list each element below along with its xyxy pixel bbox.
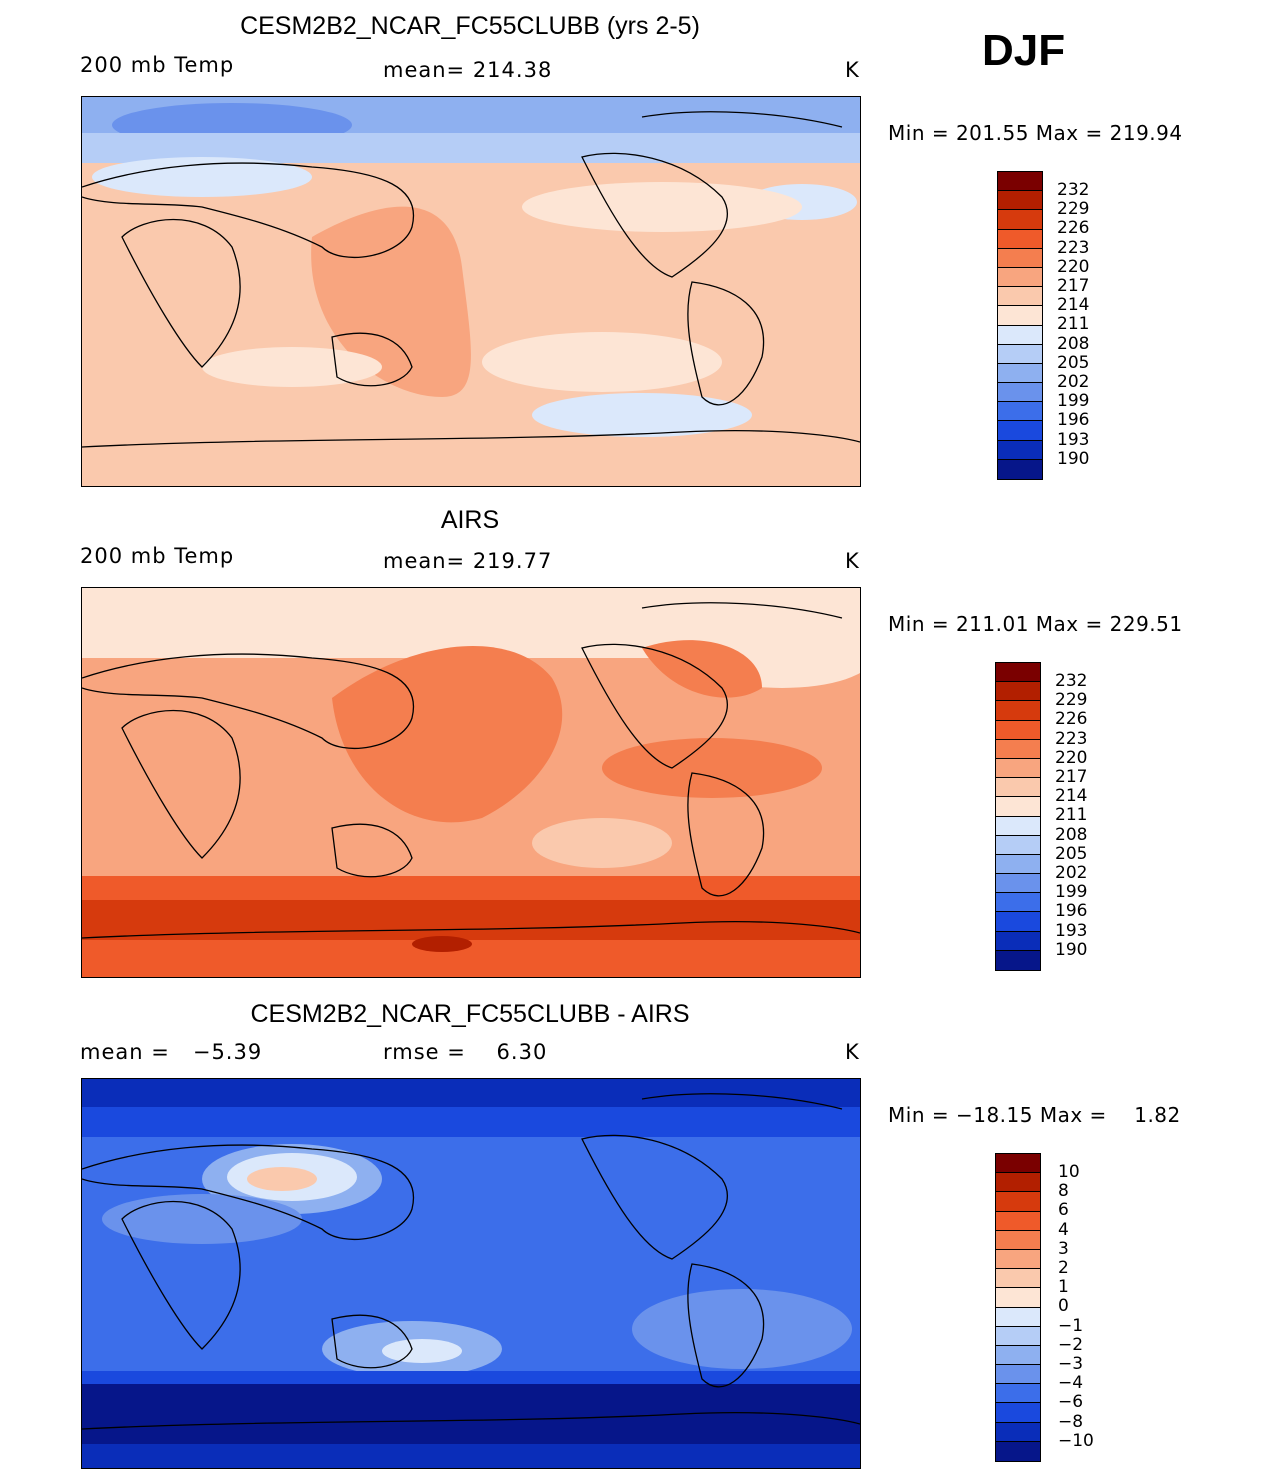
map1-coastlines	[82, 111, 860, 448]
map2-max-core	[412, 936, 472, 952]
panel3-title: CESM2B2_NCAR_FC55CLUBB - AIRS	[250, 1000, 690, 1028]
panel3-map	[81, 1078, 861, 1469]
cbar1-tick: 193	[1057, 429, 1090, 450]
panel3-units: K	[845, 1040, 860, 1064]
cbar3-tick: 3	[1058, 1238, 1069, 1259]
panel1-mean-label: mean= 214.38	[383, 58, 553, 82]
cbar2-tick: 196	[1055, 901, 1088, 922]
cbar1-tick: 223	[1057, 237, 1090, 258]
cbar2-tick: 208	[1055, 824, 1088, 845]
map3-samerica-patch	[632, 1289, 852, 1369]
panel1-variable-label: 200 mb Temp	[80, 53, 235, 77]
panel3-rmse-label: rmse = 6.30	[383, 1040, 548, 1064]
map3-so-band-2	[82, 1384, 860, 1444]
cbar1-tick: 229	[1057, 199, 1090, 220]
map1-pale-patch-io	[202, 347, 382, 387]
cbar1-tick: 226	[1057, 218, 1090, 239]
cbar1-tick: 217	[1057, 276, 1090, 297]
cbar3-tick: −4	[1058, 1373, 1084, 1394]
map2-warm-pool	[332, 645, 563, 823]
cbar2-tick: 220	[1055, 747, 1088, 768]
cbar3-tick: −3	[1058, 1354, 1084, 1375]
cbar2-tick: 205	[1055, 843, 1088, 864]
cbar3-tick: 4	[1058, 1219, 1069, 1240]
panel1-map	[81, 96, 861, 487]
cbar2-tick: 190	[1055, 939, 1088, 960]
cbar2-tick: 211	[1055, 805, 1088, 826]
map2-pale-patch-sp	[532, 818, 672, 868]
cbar3-tick: −10	[1058, 1430, 1094, 1451]
cbar2-tick: 193	[1055, 920, 1088, 941]
panel3-minmax: Min = −18.15 Max = 1.82	[888, 1103, 1181, 1127]
panel2-variable-label: 200 mb Temp	[80, 544, 235, 568]
season-label: DJF	[982, 26, 1066, 75]
panel2-colorbar	[995, 662, 1041, 971]
cbar2-tick: 226	[1055, 709, 1088, 730]
panel2-colorbar-ticks: 232 229 226 223 220 217 214 211 208 205 202 19…	[1055, 671, 1088, 960]
cbar1-tick: 205	[1057, 352, 1090, 373]
panel2-title: AIRS	[440, 506, 500, 534]
map1-cold-patch-so	[532, 393, 752, 437]
map3-africa-patch	[102, 1194, 302, 1244]
cbar3-tick: −1	[1058, 1315, 1084, 1336]
panel1-units: K	[845, 58, 860, 82]
cbar2-tick: 223	[1055, 728, 1088, 749]
cbar2-tick: 217	[1055, 767, 1088, 788]
cbar2-tick: 229	[1055, 690, 1088, 711]
map1-cold-patch-asia	[92, 157, 312, 197]
cbar3-tick: 10	[1058, 1162, 1080, 1182]
cbar2-tick: 214	[1055, 786, 1088, 807]
cbar3-tick: 0	[1058, 1296, 1069, 1317]
cbar3-tick: 1	[1058, 1277, 1069, 1298]
cbar3-tick: −6	[1058, 1392, 1084, 1413]
cbar3-tick: 8	[1058, 1181, 1069, 1202]
panel1-title: CESM2B2_NCAR_FC55CLUBB (yrs 2-5)	[240, 12, 700, 40]
cbar1-tick: 199	[1057, 391, 1090, 412]
cbar3-tick: −2	[1058, 1334, 1084, 1355]
cbar1-tick: 211	[1057, 314, 1090, 335]
cbar2-tick: 199	[1055, 882, 1088, 903]
cbar3-tick: 6	[1058, 1200, 1069, 1221]
cbar3-tick: 2	[1058, 1258, 1069, 1279]
cbar1-tick: 208	[1057, 333, 1090, 354]
cbar1-tick: 214	[1057, 295, 1090, 316]
map1-antarctic-band	[82, 442, 860, 486]
cbar1-tick: 220	[1057, 256, 1090, 277]
panel3-mean-label: mean = −5.39	[80, 1040, 263, 1064]
map2-coastlines	[82, 602, 860, 939]
map1-warm-pool	[311, 206, 471, 397]
cbar2-tick: 232	[1055, 671, 1088, 691]
map2-warm-patch-samerica	[602, 738, 822, 798]
panel2-minmax: Min = 211.01 Max = 229.51	[888, 612, 1183, 636]
cbar1-tick: 232	[1057, 180, 1090, 200]
cbar1-tick: 202	[1057, 372, 1090, 393]
panel2-map	[81, 587, 861, 978]
map2-warm-patch-na	[642, 640, 762, 698]
cbar3-tick: −8	[1058, 1411, 1084, 1432]
panel1-minmax: Min = 201.55 Max = 219.94	[888, 121, 1183, 145]
map3-australia-core	[382, 1339, 462, 1363]
map1-pale-patch-sp	[482, 332, 722, 392]
map3-asia-patch-core	[247, 1167, 317, 1191]
map3-subpolar-band	[82, 1107, 860, 1137]
panel2-units: K	[845, 549, 860, 573]
cbar2-tick: 202	[1055, 863, 1088, 884]
cbar1-tick: 196	[1057, 410, 1090, 431]
panel3-colorbar	[995, 1153, 1041, 1462]
map3-arctic-band	[82, 1079, 860, 1107]
panel1-colorbar	[997, 171, 1043, 480]
cbar1-tick: 190	[1057, 448, 1090, 469]
panel1-colorbar-ticks: 232 229 226 223 220 217 214 211 208 205 202 19…	[1057, 180, 1090, 469]
map3-coastlines	[82, 1093, 860, 1430]
map1-pale-patch-na	[522, 182, 802, 232]
panel2-mean-label: mean= 219.77	[383, 549, 553, 573]
map3-antarctic-band	[82, 1444, 860, 1468]
